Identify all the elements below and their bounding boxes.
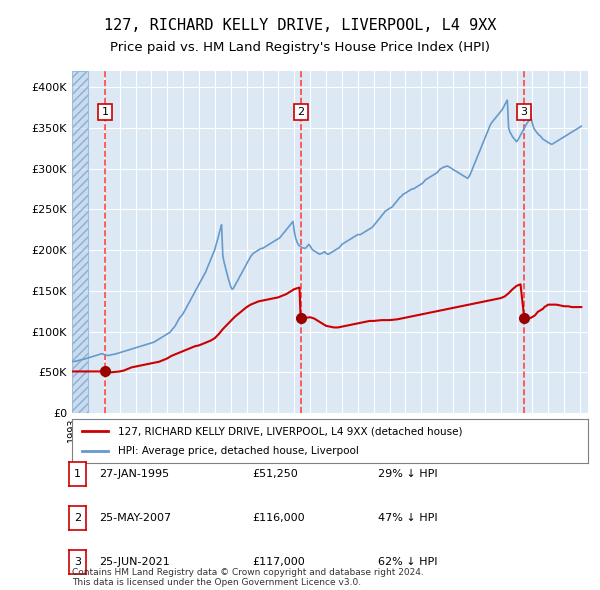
Text: £51,250: £51,250 [252,469,298,478]
Text: 25-MAY-2007: 25-MAY-2007 [99,513,171,523]
Text: 2: 2 [297,107,304,117]
Text: 62% ↓ HPI: 62% ↓ HPI [378,558,437,567]
Text: Price paid vs. HM Land Registry's House Price Index (HPI): Price paid vs. HM Land Registry's House … [110,41,490,54]
Bar [72,71,88,413]
Text: Contains HM Land Registry data © Crown copyright and database right 2024.
This d: Contains HM Land Registry data © Crown c… [72,568,424,587]
Text: 27-JAN-1995: 27-JAN-1995 [99,469,169,478]
Text: 3: 3 [521,107,527,117]
Text: 47% ↓ HPI: 47% ↓ HPI [378,513,437,523]
Text: 29% ↓ HPI: 29% ↓ HPI [378,469,437,478]
Bar [72,71,88,413]
Text: 1: 1 [101,107,109,117]
Text: 2: 2 [74,513,81,523]
Text: 127, RICHARD KELLY DRIVE, LIVERPOOL, L4 9XX (detached house): 127, RICHARD KELLY DRIVE, LIVERPOOL, L4 … [118,427,463,436]
Text: 1: 1 [74,469,81,478]
Text: 25-JUN-2021: 25-JUN-2021 [99,558,170,567]
Text: HPI: Average price, detached house, Liverpool: HPI: Average price, detached house, Live… [118,446,359,455]
Text: £117,000: £117,000 [252,558,305,567]
Text: 3: 3 [74,558,81,567]
Text: £116,000: £116,000 [252,513,305,523]
Text: 127, RICHARD KELLY DRIVE, LIVERPOOL, L4 9XX: 127, RICHARD KELLY DRIVE, LIVERPOOL, L4 … [104,18,496,32]
